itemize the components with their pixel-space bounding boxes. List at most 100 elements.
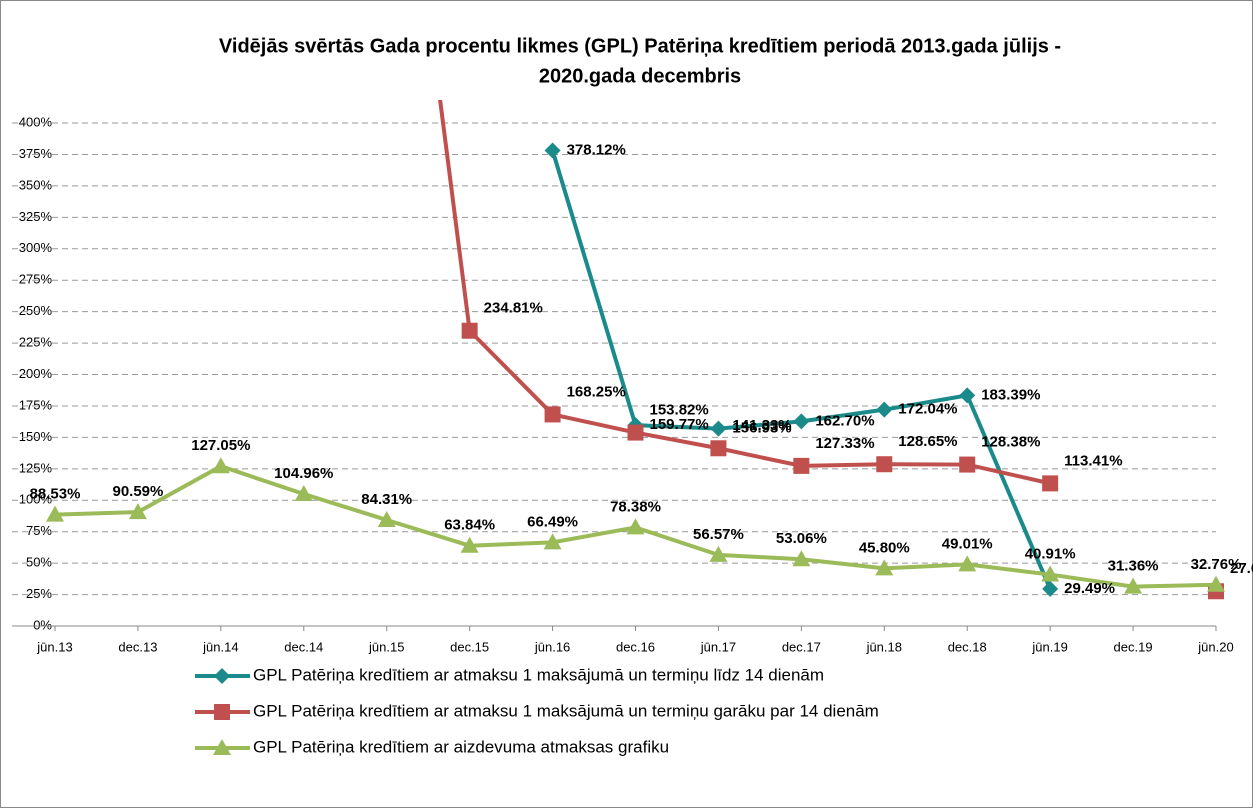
x-tick-label: jūn.15 xyxy=(368,639,404,654)
y-tick-label: 275% xyxy=(19,272,53,287)
x-tick-label: dec.19 xyxy=(1114,639,1153,654)
data-label: 128.38% xyxy=(981,434,1040,451)
y-tick-label: 125% xyxy=(19,460,53,475)
point xyxy=(543,533,562,550)
point xyxy=(793,457,810,474)
legend-label: GPL Patēriņa kredītiem ar aizdevuma atma… xyxy=(253,737,669,756)
x-tick-label: jūn.14 xyxy=(202,639,238,654)
point xyxy=(46,505,64,522)
data-label: 183.39% xyxy=(981,386,1040,403)
data-label: 162.70% xyxy=(815,412,874,429)
data-label: 32.76% xyxy=(1191,556,1242,573)
data-label: 127.05% xyxy=(191,437,250,454)
point xyxy=(1041,565,1060,582)
y-tick-label: 50% xyxy=(26,555,52,570)
point xyxy=(876,456,893,473)
data-label: 90.59% xyxy=(112,483,163,500)
point xyxy=(128,503,147,520)
data-label: 56.57% xyxy=(693,526,744,543)
y-tick-label: 0% xyxy=(33,617,52,632)
data-label: 27.62% xyxy=(1230,560,1253,577)
data-label: 141.33% xyxy=(732,417,791,434)
point xyxy=(544,142,561,159)
point xyxy=(544,406,561,423)
data-label: 234.81% xyxy=(484,300,543,317)
data-label: 128.65% xyxy=(898,433,957,450)
x-tick-label: dec.13 xyxy=(118,639,157,654)
x-tick-label: dec.17 xyxy=(782,639,821,654)
point xyxy=(1042,475,1059,492)
data-label: 153.82% xyxy=(650,402,709,419)
chart-title: 2020.gada decembris xyxy=(539,65,741,87)
point xyxy=(959,387,976,404)
x-tick-label: dec.16 xyxy=(616,639,655,654)
x-tick-label: jūn.19 xyxy=(1031,639,1067,654)
y-tick-label: 150% xyxy=(19,429,53,444)
data-label: 127.33% xyxy=(815,435,874,452)
point xyxy=(294,485,313,502)
y-tick-label: 350% xyxy=(19,177,53,192)
data-label: 53.06% xyxy=(776,530,827,547)
x-tick-label: jūn.18 xyxy=(866,639,902,654)
data-label: 40.91% xyxy=(1025,546,1076,563)
point xyxy=(792,550,811,567)
x-tick-label: dec.14 xyxy=(284,639,323,654)
point xyxy=(710,420,727,437)
legend-marker xyxy=(213,739,231,755)
x-tick-label: jūn.20 xyxy=(1197,639,1233,654)
data-label: 63.84% xyxy=(444,517,495,534)
data-label: 156.93% xyxy=(732,420,791,437)
legend-marker xyxy=(214,668,230,684)
point xyxy=(1042,580,1059,597)
legend-label: GPL Patēriņa kredītiem ar atmaksu 1 maks… xyxy=(253,665,824,684)
data-label: 78.38% xyxy=(610,498,661,515)
data-label: 168.25% xyxy=(567,383,626,400)
data-label: 29.49% xyxy=(1064,580,1115,597)
point xyxy=(709,545,728,562)
x-tick-label: jūn.13 xyxy=(36,639,72,654)
y-tick-label: 200% xyxy=(19,366,53,381)
chart-title: Vidējās svērtās Gada procentu likmes (GP… xyxy=(219,35,1061,57)
point xyxy=(627,424,644,441)
point xyxy=(1207,575,1225,592)
point xyxy=(460,536,479,553)
x-tick-label: jūn.17 xyxy=(700,639,736,654)
data-label: 84.31% xyxy=(361,491,412,508)
data-label: 31.36% xyxy=(1108,558,1159,575)
x-tick-label: dec.15 xyxy=(450,639,489,654)
x-tick-label: dec.18 xyxy=(948,639,987,654)
point xyxy=(875,559,894,576)
data-label: 66.49% xyxy=(527,513,578,530)
y-tick-label: 75% xyxy=(26,523,52,538)
y-tick-label: 300% xyxy=(19,240,53,255)
y-tick-label: 225% xyxy=(19,335,53,350)
data-label: 104.96% xyxy=(274,465,333,482)
point xyxy=(793,413,810,430)
point xyxy=(710,440,727,457)
point xyxy=(958,555,977,572)
data-label: 88.53% xyxy=(30,486,81,503)
point xyxy=(377,510,396,527)
y-tick-label: 250% xyxy=(19,303,53,318)
y-tick-label: 100% xyxy=(19,492,53,507)
point xyxy=(211,457,230,474)
x-tick-label: jūn.16 xyxy=(534,639,570,654)
data-label: 172.04% xyxy=(898,401,957,418)
data-label: 45.80% xyxy=(859,539,910,556)
point xyxy=(1124,577,1143,594)
y-tick-label: 175% xyxy=(19,397,53,412)
data-label: 378.12% xyxy=(567,141,626,158)
legend-marker xyxy=(214,704,230,720)
point xyxy=(959,456,976,473)
data-label: 49.01% xyxy=(942,535,993,552)
plot-area xyxy=(46,100,1225,600)
legend-label: GPL Patēriņa kredītiem ar atmaksu 1 maks… xyxy=(253,701,879,720)
y-tick-label: 325% xyxy=(19,209,53,224)
point xyxy=(876,401,893,418)
y-tick-label: 375% xyxy=(19,146,53,161)
point xyxy=(461,322,478,339)
point xyxy=(626,518,645,535)
y-tick-label: 25% xyxy=(26,586,52,601)
